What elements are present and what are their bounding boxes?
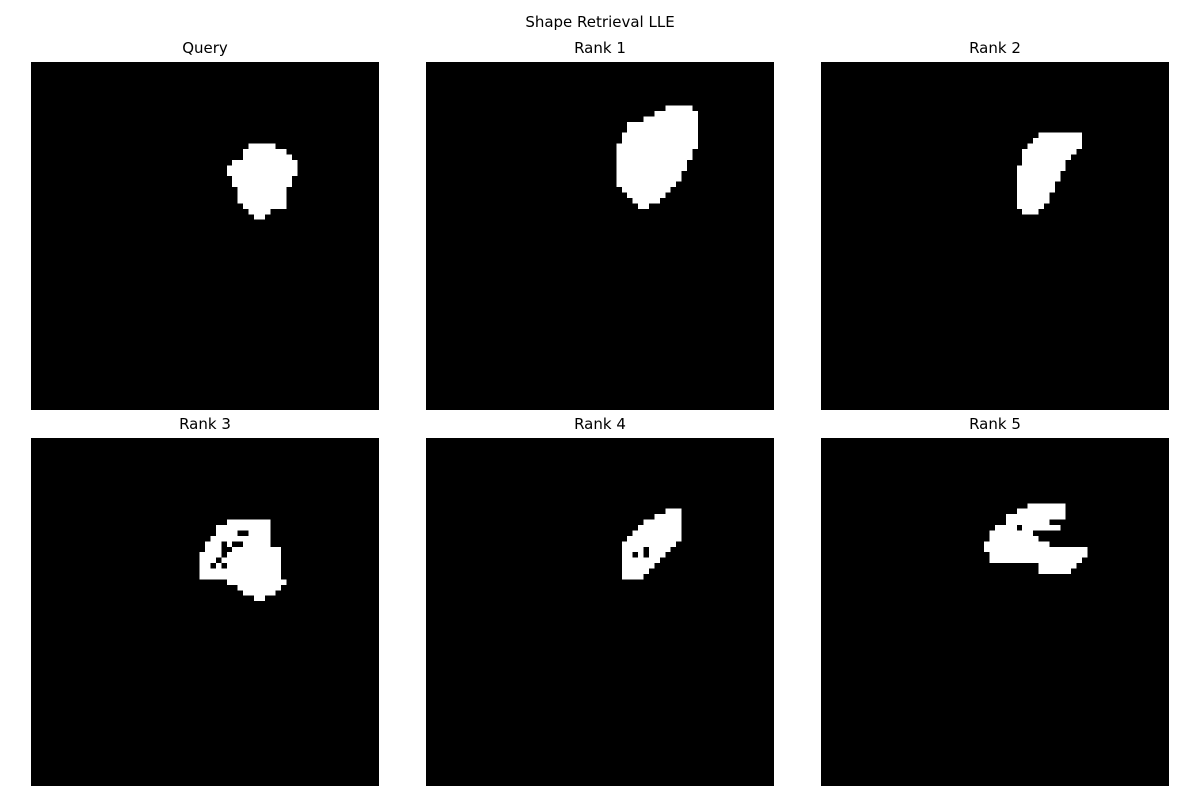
query-shape-image xyxy=(31,62,379,410)
panel-title: Rank 5 xyxy=(969,415,1021,433)
rank-1-shape-image xyxy=(426,62,774,410)
panel-title: Rank 4 xyxy=(574,415,626,433)
rank-4-shape-image xyxy=(426,438,774,786)
panel-title: Rank 1 xyxy=(574,39,626,57)
rank-2-shape-image xyxy=(821,62,1169,410)
rank-5-shape-image xyxy=(821,438,1169,786)
panel-title: Rank 3 xyxy=(179,415,231,433)
figure-title: Shape Retrieval LLE xyxy=(525,13,675,31)
rank-3-shape-image xyxy=(31,438,379,786)
panel-title: Query xyxy=(182,39,228,57)
panel-title: Rank 2 xyxy=(969,39,1021,57)
